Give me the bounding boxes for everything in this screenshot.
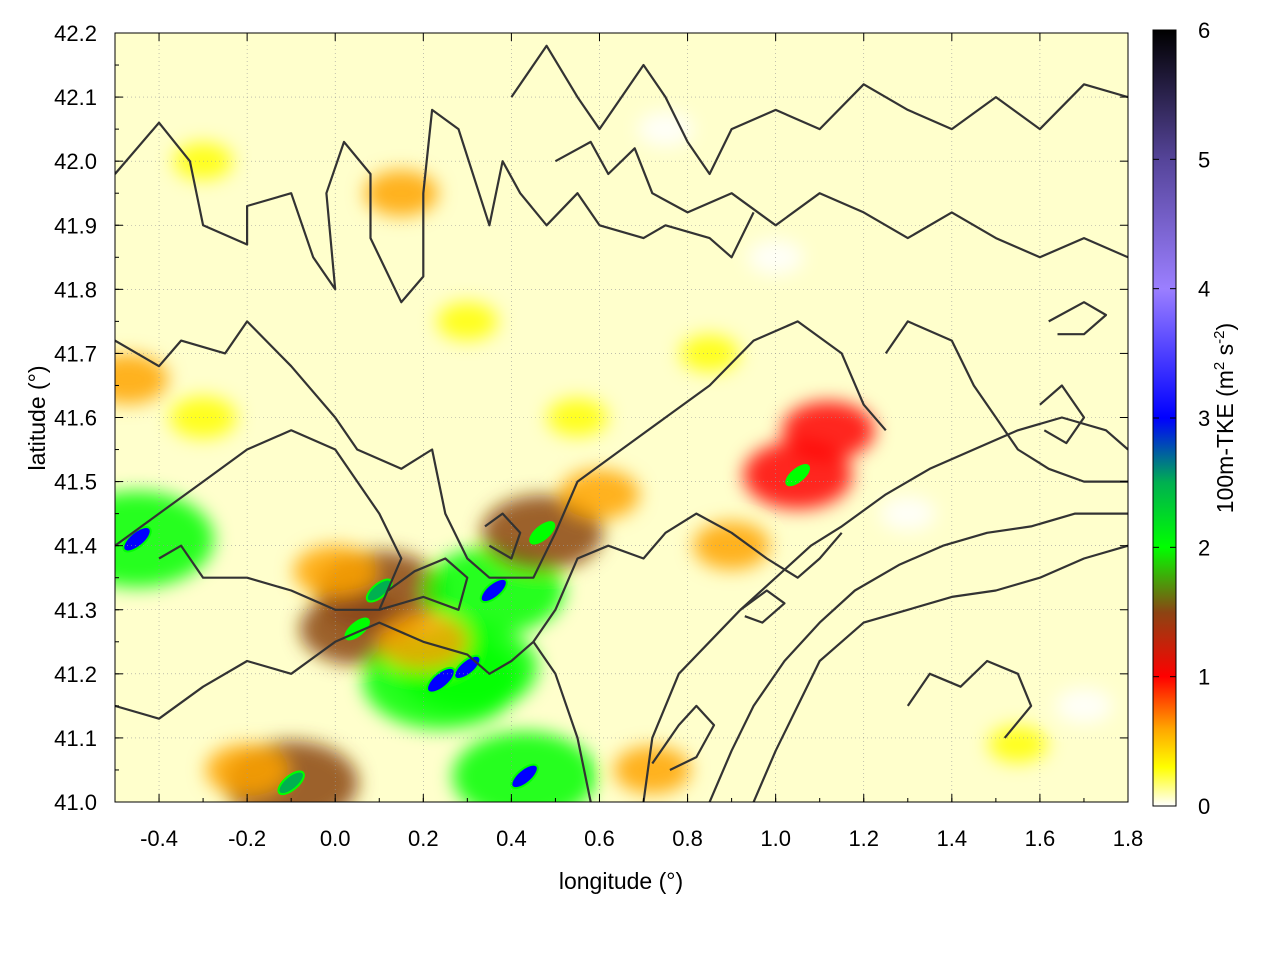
tke-blob-28 <box>879 496 936 532</box>
colorbar-tick-label-4: 4 <box>1198 277 1210 302</box>
colorbar-tick-label-2: 2 <box>1198 535 1210 560</box>
plot-background <box>115 33 1128 802</box>
x-tick-label-0: -0.4 <box>140 826 178 851</box>
tke-blob-0 <box>115 354 169 405</box>
x-tick-label-11: 1.8 <box>1113 826 1144 851</box>
tke-core-8 <box>510 763 539 790</box>
x-tick-label-8: 1.2 <box>848 826 879 851</box>
y-tick-label-4: 41.4 <box>54 534 97 559</box>
y-tick-label-7: 41.7 <box>54 341 97 366</box>
y-tick-label-0: 41.0 <box>54 790 97 815</box>
tke-blob-17 <box>559 469 640 520</box>
x-tick-label-2: 0.0 <box>320 826 351 851</box>
x-tick-label-6: 0.8 <box>672 826 703 851</box>
x-tick-label-10: 1.6 <box>1025 826 1056 851</box>
colorbar-label-main: 100m-TKE (m <box>1212 370 1238 513</box>
y-tick-label-12: 42.2 <box>54 21 97 46</box>
tke-field <box>115 111 1113 802</box>
contour-line-5 <box>484 512 522 560</box>
tke-blob-21 <box>547 398 608 437</box>
y-axis-label: latitude (°) <box>24 365 50 470</box>
colorbar-label: 100m-TKE (m2 s-2) <box>1211 323 1238 513</box>
colorbar-label-sup-2: 2 <box>1211 362 1228 370</box>
contour-line-7 <box>642 416 1128 802</box>
tke-core-10 <box>785 464 811 487</box>
colorbar-ticks: 0 1 2 3 4 5 6 <box>1153 18 1210 819</box>
y-tick-label-5: 41.5 <box>54 470 97 495</box>
contour-line-13 <box>510 44 1128 176</box>
contour-line-16 <box>1039 384 1086 445</box>
y-tick-label-9: 41.9 <box>54 213 97 238</box>
colorbar-tick-label-6: 6 <box>1198 18 1210 43</box>
y-tick-label-3: 41.3 <box>54 598 97 623</box>
colorbar-tick-label-1: 1 <box>1198 665 1210 690</box>
x-axis-ticks: -0.4 -0.2 0.0 0.2 0.4 0.6 0.8 1.0 1.2 1.4 1.6 1.8 <box>114 33 1144 851</box>
contour-line-11 <box>739 589 786 624</box>
contour-line-14 <box>554 140 1128 259</box>
colorbar-tick-label-3: 3 <box>1198 406 1210 431</box>
y-tick-label-8: 41.8 <box>54 277 97 302</box>
x-tick-label-9: 1.4 <box>937 826 968 851</box>
contour-line-1 <box>115 320 887 579</box>
x-tick-label-1: -0.2 <box>228 826 266 851</box>
x-axis-label: longitude (°) <box>559 868 683 894</box>
contour-line-17 <box>1048 301 1108 336</box>
y-tick-label-1: 41.1 <box>54 726 97 751</box>
y-axis-ticks: 41.0 41.1 41.2 41.3 41.4 41.5 41.6 41.7 41.8 41.9… <box>54 21 1128 815</box>
tke-core-9 <box>277 770 305 796</box>
terrain-contours <box>115 44 1128 802</box>
contour-line-15 <box>884 320 1128 483</box>
y-tick-label-2: 41.2 <box>54 662 97 687</box>
y-tick-label-11: 42.1 <box>54 85 97 110</box>
x-tick-label-3: 0.2 <box>408 826 439 851</box>
y-tick-label-6: 41.6 <box>54 406 97 431</box>
tke-blob-24 <box>1055 687 1113 724</box>
contour-line-4 <box>378 557 469 611</box>
contour-line-6 <box>532 512 843 643</box>
tke-core-6 <box>479 577 508 604</box>
tke-blob-13 <box>293 545 377 598</box>
tke-blob-27 <box>637 111 694 147</box>
tke-blob-11 <box>782 401 875 460</box>
colorbar-tick-label-5: 5 <box>1198 147 1210 172</box>
tke-blob-22 <box>679 334 740 372</box>
contour-line-9 <box>752 544 1128 802</box>
tke-blob-23 <box>988 725 1048 763</box>
contour-line-3 <box>115 621 592 802</box>
colorbar-tick-label-0: 0 <box>1198 794 1210 819</box>
y-tick-label-10: 42.0 <box>54 149 97 174</box>
colorbar-label-sup-minus2: -2 <box>1211 330 1228 343</box>
contour-line-12 <box>906 659 1033 739</box>
contour-line-0 <box>115 108 755 304</box>
x-tick-label-4: 0.4 <box>496 826 527 851</box>
colorbar-label-mid: s <box>1212 344 1238 362</box>
tke-blob-20 <box>436 302 498 341</box>
contour-line-8 <box>708 512 1128 802</box>
tke-core-7 <box>529 521 556 545</box>
tke-blob-18 <box>364 170 439 217</box>
contour-line-2 <box>115 429 403 611</box>
tke-blob-15 <box>613 745 691 794</box>
colorbar-label-end: ) <box>1212 323 1238 331</box>
x-tick-label-5: 0.6 <box>584 826 615 851</box>
tke-blob-3 <box>115 491 214 588</box>
x-tick-label-7: 1.0 <box>760 826 791 851</box>
grid-lines <box>115 33 1128 802</box>
contour-line-10 <box>651 704 716 771</box>
